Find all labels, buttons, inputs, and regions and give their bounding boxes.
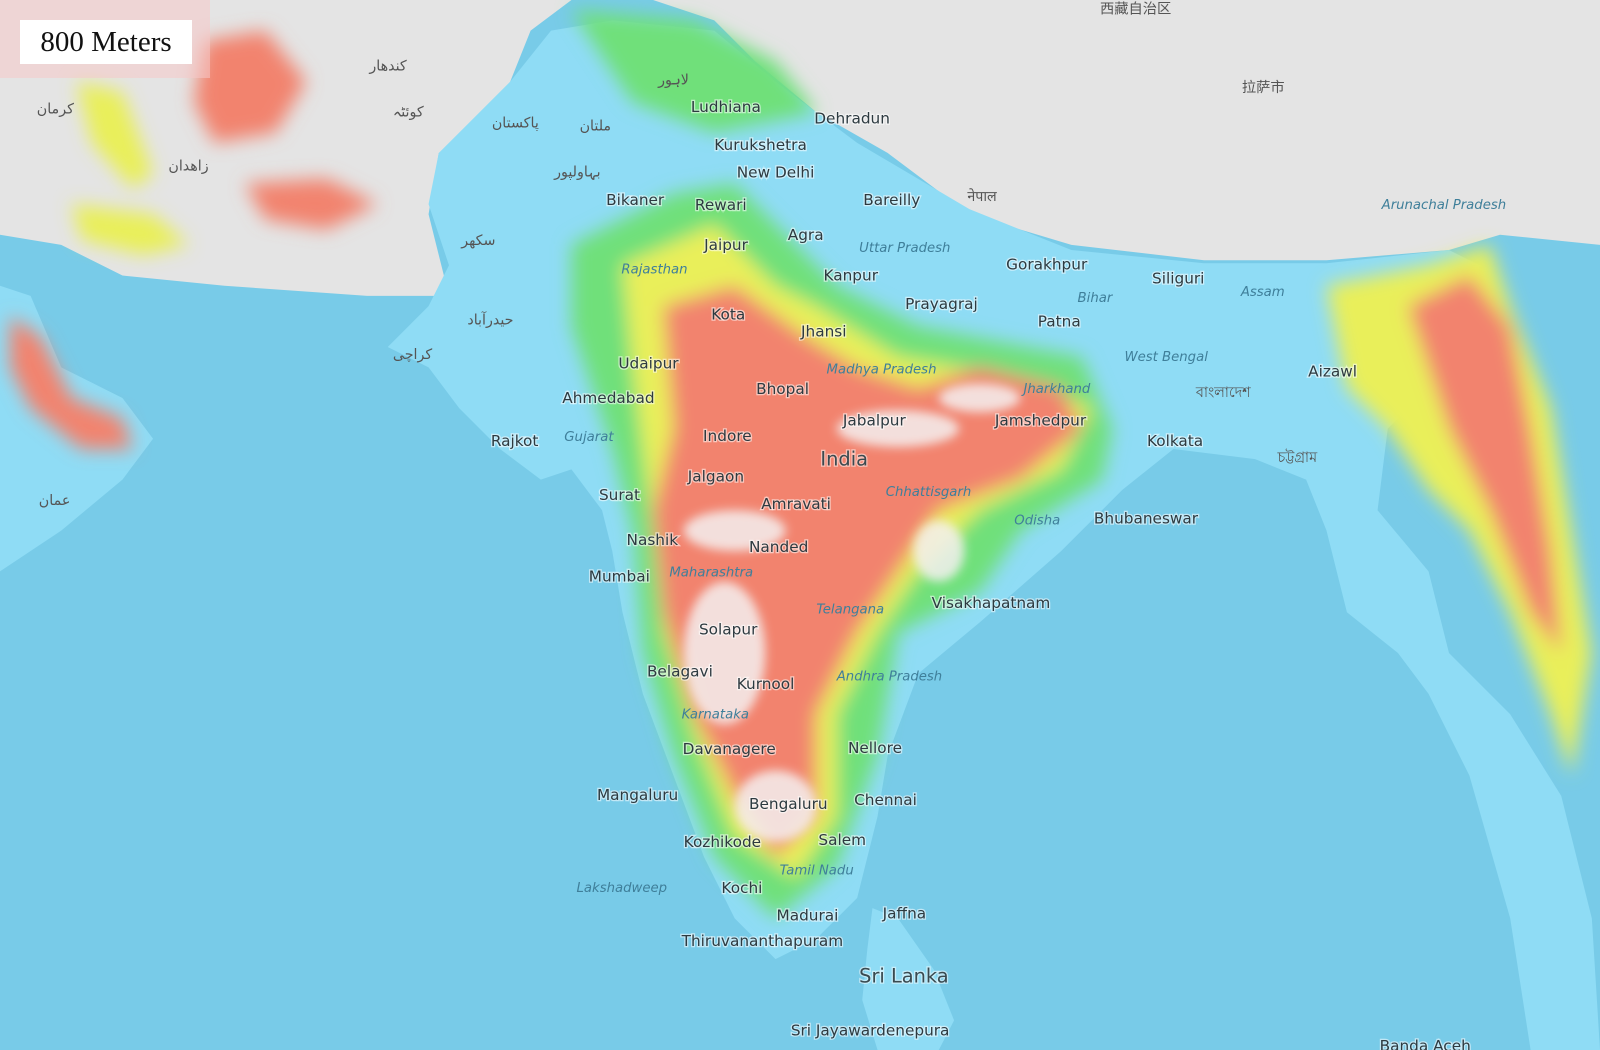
city-label: Salem	[818, 831, 866, 849]
foreign-place-label: 西藏自治区	[1100, 0, 1171, 17]
state-label: Gujarat	[564, 430, 614, 445]
city-label: Kurukshetra	[714, 136, 807, 154]
city-label: Ahmedabad	[562, 389, 654, 407]
city-label: Aizawl	[1308, 363, 1357, 381]
city-label: Siliguri	[1152, 270, 1204, 288]
state-label: Lakshadweep	[577, 881, 668, 896]
city-label: Surat	[599, 486, 640, 504]
state-label: Karnataka	[682, 707, 749, 722]
city-label: Jaipur	[703, 236, 749, 254]
foreign-place-label: پاکستان	[492, 116, 539, 132]
city-label: Solapur	[699, 621, 758, 639]
land-sri-lanka	[862, 908, 955, 1050]
foreign-place-label: حیدرآباد	[467, 310, 513, 328]
city-label: Kochi	[721, 879, 762, 897]
foreign-place-label: لاہور	[657, 73, 689, 89]
city-label: Sri Jayawardenepura	[791, 1022, 950, 1040]
state-label: Odisha	[1014, 513, 1060, 528]
city-label: Gorakhpur	[1006, 255, 1088, 273]
city-label: Dehradun	[814, 109, 890, 127]
city-label: Rajkot	[491, 432, 539, 450]
state-label: Tamil Nadu	[780, 863, 854, 878]
city-label: Ludhiana	[691, 98, 761, 116]
city-label: New Delhi	[737, 164, 815, 182]
state-label: Chhattisgarh	[886, 485, 972, 500]
city-label: Belagavi	[647, 663, 713, 681]
city-label: Banda Aceh	[1380, 1037, 1471, 1050]
foreign-place-label: नेपाल	[967, 188, 997, 205]
foreign-place-label: زاهدان	[168, 158, 208, 174]
foreign-place-label: سکھر	[460, 233, 495, 249]
relief-north	[0, 0, 1600, 296]
city-label: Bhopal	[756, 380, 809, 398]
city-label: Kanpur	[823, 267, 878, 285]
city-label: Mumbai	[589, 568, 650, 586]
city-label: Udaipur	[618, 354, 679, 372]
city-label: Agra	[788, 226, 824, 244]
foreign-place-label: ملتان	[580, 119, 612, 135]
city-label: Nellore	[848, 739, 902, 757]
city-label: Nashik	[627, 531, 679, 549]
city-label: Kolkata	[1147, 432, 1203, 450]
city-label: Bhubaneswar	[1094, 509, 1199, 527]
foreign-place-label: বাংলাদেশ	[1195, 385, 1251, 401]
city-label: Jabalpur	[842, 412, 907, 430]
foreign-place-label: کندهار	[368, 58, 407, 74]
city-label: Indore	[703, 427, 752, 445]
city-label: Patna	[1038, 313, 1081, 331]
foreign-place-label: کراچی	[393, 347, 433, 363]
city-label: Bikaner	[606, 191, 665, 209]
city-label: Bengaluru	[749, 795, 828, 813]
scale-label: 800 Meters	[20, 20, 192, 64]
city-label: Kurnool	[737, 675, 795, 693]
city-label: Chennai	[854, 791, 917, 809]
foreign-place-label: کوئٹہ	[393, 104, 424, 120]
foreign-place-label: کرمان	[37, 101, 74, 117]
state-label: Madhya Pradesh	[827, 362, 937, 377]
foreign-place-label: চট্টগ্রাম	[1277, 449, 1318, 466]
state-label: Bihar	[1078, 291, 1114, 306]
city-label: Jaffna	[882, 904, 927, 922]
city-label: Bareilly	[863, 191, 920, 209]
peak-layer	[683, 383, 1021, 842]
state-label: Maharashtra	[669, 566, 753, 581]
city-label: Rewari	[695, 196, 747, 214]
foreign-place-label: 拉萨市	[1242, 79, 1285, 96]
scale-panel: 800 Meters	[0, 0, 210, 78]
foreign-place-label: عمان	[39, 493, 71, 509]
city-label: Thiruvananthapuram	[681, 932, 844, 950]
map-labels: Ludhiana Dehradun Kurukshetra New Delhi Bika…	[37, 0, 1506, 1050]
city-label: Amravati	[761, 495, 831, 513]
state-label: Rajasthan	[621, 262, 687, 277]
country-label: India	[820, 447, 868, 470]
city-label: Kozhikode	[684, 833, 761, 851]
state-label: Assam	[1240, 285, 1285, 300]
foreign-place-label: بہاولپور	[553, 165, 600, 181]
country-label: Sri Lanka	[859, 965, 949, 988]
city-label: Prayagraj	[905, 295, 978, 313]
state-label: West Bengal	[1124, 350, 1208, 365]
city-label: Jhansi	[800, 323, 847, 341]
city-label: Nanded	[749, 538, 808, 556]
state-label: Arunachal Pradesh	[1381, 198, 1507, 213]
city-label: Visakhapatnam	[932, 594, 1051, 612]
state-label: Jharkhand	[1020, 382, 1090, 397]
city-label: Madurai	[777, 906, 839, 924]
city-label: Jamshedpur	[994, 412, 1087, 430]
city-label: Mangaluru	[597, 786, 678, 804]
city-label: Kota	[711, 305, 745, 323]
state-label: Uttar Pradesh	[859, 241, 950, 256]
city-label: Davanagere	[683, 740, 776, 758]
state-label: Andhra Pradesh	[836, 670, 942, 685]
state-label: Telangana	[816, 602, 884, 617]
city-label: Jalgaon	[687, 468, 744, 486]
